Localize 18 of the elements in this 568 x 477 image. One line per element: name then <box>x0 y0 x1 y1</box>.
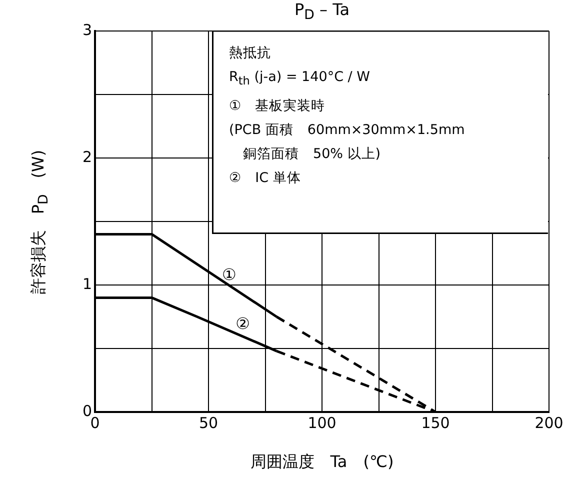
y-tick-label: 3 <box>82 20 92 39</box>
annotation: 熱抵抗 <box>229 44 272 63</box>
annotation: ① 基板実装時 <box>229 96 326 116</box>
y-tick-label: 1 <box>82 274 92 293</box>
annotation: (PCB 面積 60mm×30mm×1.5mm <box>229 120 466 140</box>
annotation: R$_{th}$ (j-a) = 140°C / W <box>229 68 371 90</box>
x-tick-label: 200 <box>534 414 564 432</box>
chart-title: P$_{D}$ – Ta <box>293 0 351 24</box>
series-label: ① <box>222 265 236 284</box>
y-tick-label: 0 <box>82 402 92 420</box>
annotation: 銅箔面積 50% 以上) <box>242 144 382 164</box>
x-axis-title: 周囲温度 Ta (℃) <box>249 452 395 473</box>
x-tick-label: 50 <box>198 414 218 432</box>
series-label: ② <box>236 314 250 333</box>
x-tick-label: 100 <box>308 414 336 432</box>
annotation: ② IC 単体 <box>229 168 302 188</box>
y-tick-label: 2 <box>82 148 92 166</box>
x-tick-label: 150 <box>421 414 450 432</box>
